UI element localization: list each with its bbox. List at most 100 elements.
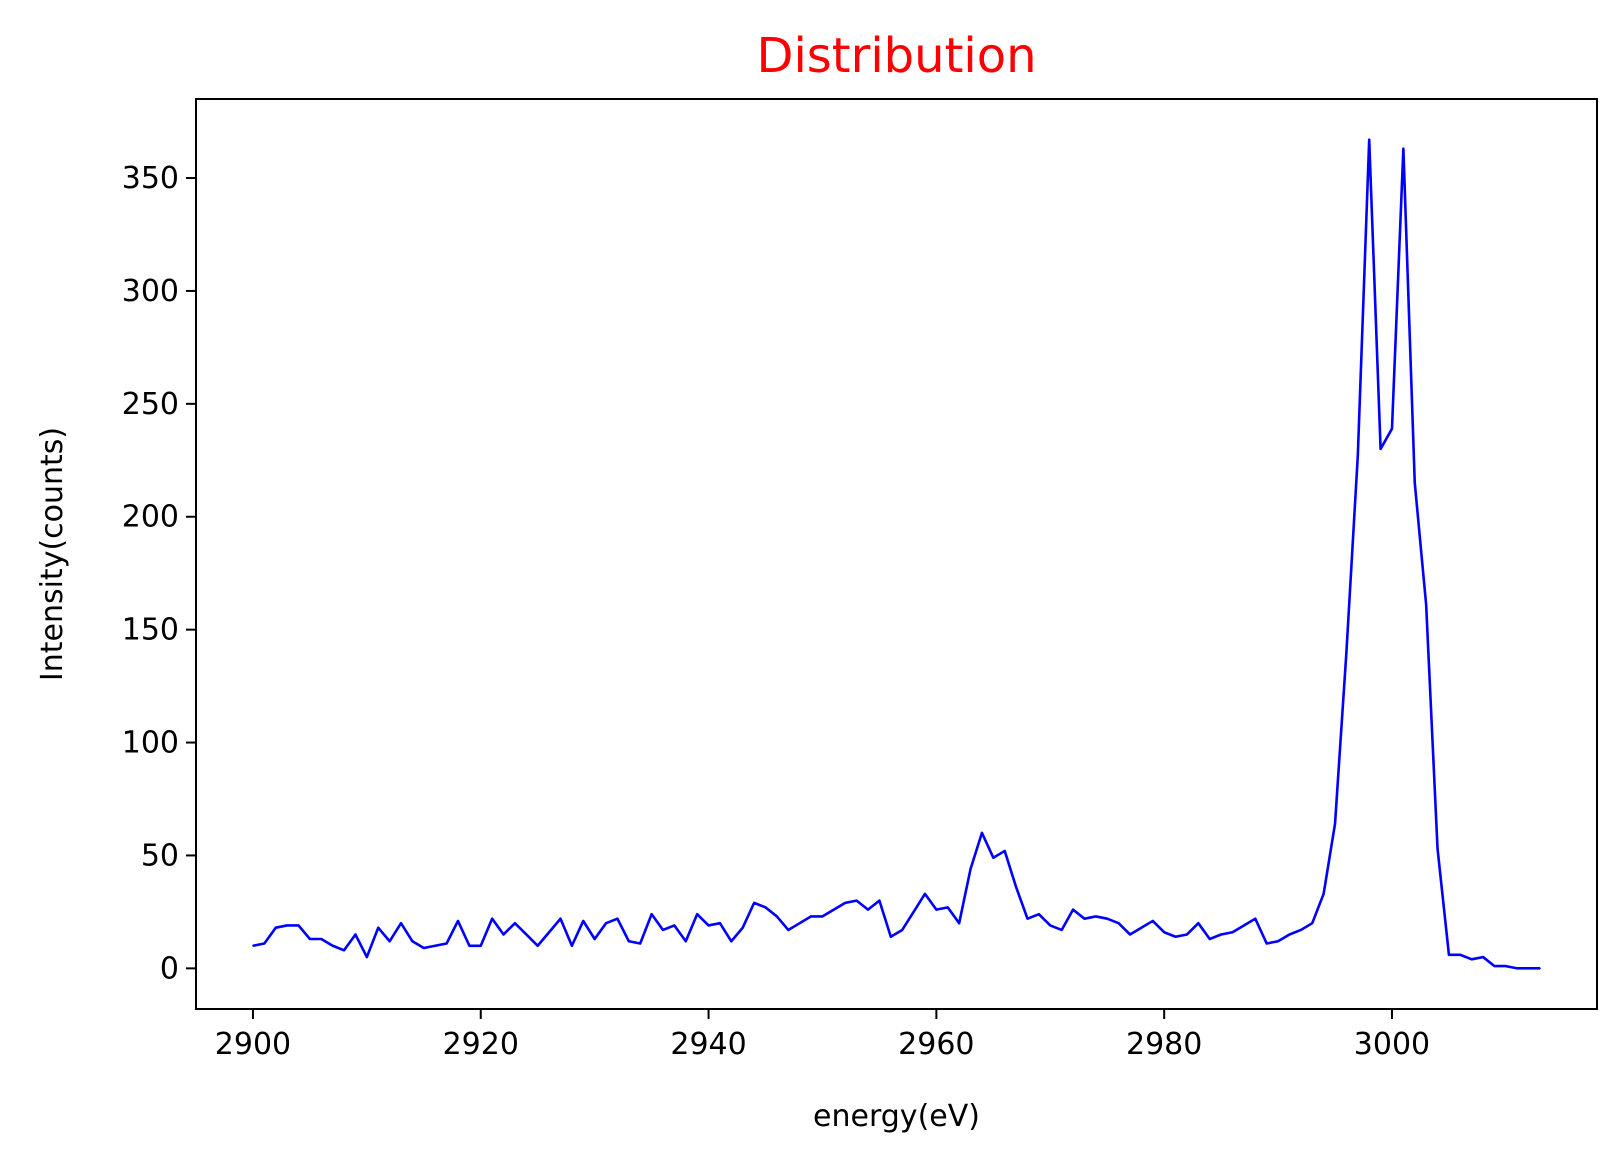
data-point xyxy=(1311,922,1314,924)
data-point xyxy=(764,906,767,909)
y-tick-label: 0 xyxy=(160,951,179,986)
data-point xyxy=(673,924,676,927)
data-point xyxy=(1197,922,1200,924)
data-point xyxy=(730,940,733,943)
data-point xyxy=(1254,917,1257,920)
data-point xyxy=(924,893,926,895)
data-point xyxy=(1060,929,1063,931)
data-point xyxy=(377,926,380,929)
data-point xyxy=(400,922,402,924)
data-point xyxy=(1391,427,1393,430)
data-point xyxy=(388,940,391,943)
data-point xyxy=(1505,965,1507,967)
y-axis-label: Intensity(counts) xyxy=(35,427,70,681)
data-point xyxy=(434,944,436,947)
data-point xyxy=(1003,850,1006,852)
data-point xyxy=(1129,933,1131,936)
data-point xyxy=(1288,933,1291,936)
data-point xyxy=(844,902,847,904)
data-point xyxy=(935,908,938,911)
data-point xyxy=(354,933,357,936)
data-point xyxy=(252,944,254,947)
x-axis-label: energy(eV) xyxy=(813,1099,980,1134)
data-point xyxy=(1277,940,1279,943)
data-point xyxy=(1026,917,1029,920)
data-point xyxy=(867,908,869,911)
data-point xyxy=(890,935,892,938)
data-point xyxy=(331,944,334,947)
data-point xyxy=(457,920,459,922)
data-point xyxy=(776,915,778,918)
x-tick-label: 3000 xyxy=(1354,1027,1430,1062)
data-point xyxy=(1106,917,1109,920)
data-point xyxy=(946,906,949,909)
data-point xyxy=(662,929,664,931)
data-point xyxy=(525,933,528,936)
data-point xyxy=(582,920,585,922)
data-point xyxy=(1539,967,1541,970)
data-point xyxy=(639,942,642,945)
data-point xyxy=(1459,954,1462,956)
data-point xyxy=(548,931,550,934)
data-point xyxy=(992,856,995,859)
data-point xyxy=(684,940,687,943)
x-tick-label: 2920 xyxy=(443,1027,519,1062)
data-point xyxy=(719,922,721,924)
data-point xyxy=(514,922,516,924)
y-tick-label: 350 xyxy=(122,161,179,196)
data-point xyxy=(1163,931,1165,934)
data-point xyxy=(753,902,755,904)
data-point xyxy=(787,929,790,931)
data-point xyxy=(1470,958,1473,961)
data-point xyxy=(423,947,425,949)
data-point xyxy=(274,926,277,929)
data-point xyxy=(593,938,596,940)
data-point xyxy=(1243,924,1245,927)
data-point xyxy=(491,917,493,920)
data-point xyxy=(810,915,812,918)
data-point xyxy=(650,913,653,915)
data-point xyxy=(821,915,824,918)
data-point xyxy=(1038,913,1040,915)
data-point xyxy=(1436,847,1439,850)
data-point xyxy=(1208,938,1211,940)
data-point xyxy=(981,832,983,834)
y-tick-label: 300 xyxy=(122,274,179,309)
data-point xyxy=(479,944,482,947)
data-point xyxy=(1300,929,1302,931)
data-point xyxy=(1072,908,1074,911)
data-point xyxy=(741,926,744,929)
data-point xyxy=(1220,933,1222,936)
y-tick-label: 250 xyxy=(122,387,179,422)
data-point xyxy=(411,940,414,943)
data-point xyxy=(297,924,300,927)
y-axis-ticks: 0 50 100 150 200 250 300 350 xyxy=(122,161,196,986)
data-point xyxy=(1413,482,1416,484)
data-point xyxy=(1368,138,1370,141)
data-point xyxy=(1015,886,1017,888)
data-point xyxy=(263,942,266,945)
chart-title: Distribution xyxy=(756,28,1036,84)
data-point xyxy=(1448,954,1450,956)
data-point xyxy=(1402,147,1405,150)
data-point xyxy=(696,913,698,915)
data-point xyxy=(1357,454,1359,457)
data-point xyxy=(707,924,710,927)
y-tick-label: 100 xyxy=(122,726,179,761)
data-point xyxy=(1516,967,1519,970)
data-point xyxy=(1049,924,1052,927)
data-point xyxy=(445,942,448,945)
data-point xyxy=(1140,926,1143,929)
data-point xyxy=(1379,448,1382,450)
data-point xyxy=(855,899,858,902)
x-tick-label: 2940 xyxy=(670,1027,746,1062)
plot-area xyxy=(252,138,1541,970)
series-line xyxy=(252,138,1541,970)
y-tick-label: 50 xyxy=(141,838,179,873)
data-point xyxy=(468,944,471,947)
x-tick-label: 2960 xyxy=(898,1027,974,1062)
data-point xyxy=(605,922,607,924)
data-point xyxy=(286,924,288,927)
